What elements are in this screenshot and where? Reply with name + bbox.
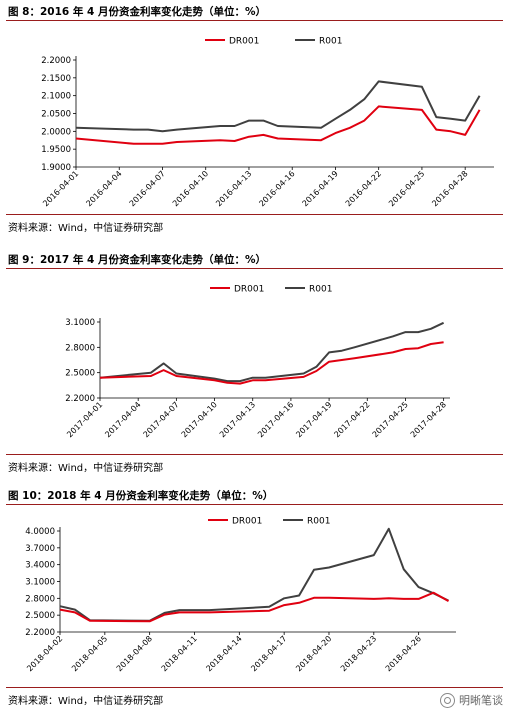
figure-title: 图 9：2017 年 4 月份资金利率变化走势（单位：%） (8, 252, 266, 267)
figure-title: 图 10：2018 年 4 月份资金利率变化走势（单位：%） (8, 488, 273, 503)
legend-label-r001: R001 (307, 517, 330, 527)
y-tick-label: 1.9500 (41, 145, 71, 155)
y-tick-label: 2.2000 (25, 628, 55, 638)
x-tick-label: 2017-04-28 (409, 400, 448, 439)
y-tick-label: 4.0000 (25, 527, 55, 537)
chart-panel-2018: 图 10：2018 年 4 月份资金利率变化走势（单位：%） DR001 R001… (0, 484, 509, 714)
y-tick-label: 3.1000 (25, 578, 55, 588)
x-tick-label: 2016-04-19 (301, 169, 340, 208)
x-tick-label: 2018-04-20 (294, 634, 333, 673)
x-tick-label: 2016-04-01 (41, 169, 80, 208)
wechat-icon (440, 693, 455, 708)
x-tick-label: 2017-04-10 (180, 400, 219, 439)
source-rule (6, 214, 503, 215)
legend-label-dr001: DR001 (234, 285, 264, 295)
x-tick-label: 2017-04-04 (103, 400, 142, 439)
title-rule (6, 268, 503, 269)
x-tick-label: 2018-04-17 (249, 634, 288, 673)
line-chart: DR001 R001 1.9000 1.9500 2.0000 2.0500 2.1000 2… (0, 22, 509, 222)
x-tick-label: 2017-04-19 (294, 400, 333, 439)
x-tick-label: 2016-04-16 (257, 169, 296, 208)
y-tick-label: 3.7000 (25, 544, 55, 554)
y-tick-label: 2.5000 (65, 369, 95, 379)
source-note: 资料来源：Wind，中信证券研究部 (8, 219, 163, 234)
x-tick-label: 2017-04-16 (256, 400, 295, 439)
x-tick-label: 2018-04-05 (70, 634, 109, 673)
y-tick-label: 2.5000 (25, 611, 55, 621)
title-rule (6, 20, 503, 21)
watermark-text: 明晰笔谈 (459, 692, 503, 708)
y-tick-label: 2.8000 (65, 343, 95, 353)
x-tick-label: 2016-04-10 (171, 169, 210, 208)
source-note: 资料来源：Wind，中信证券研究部 (8, 692, 163, 707)
legend-label-r001: R001 (309, 285, 332, 295)
y-tick-label: 3.1000 (65, 318, 95, 328)
y-tick-label: 2.2000 (41, 56, 71, 66)
x-tick-label: 2017-04-01 (65, 400, 104, 439)
y-tick-label: 2.0500 (41, 110, 71, 120)
x-tick-label: 2018-04-08 (115, 634, 154, 673)
watermark: 明晰笔谈 (440, 692, 503, 708)
x-tick-label: 2018-04-23 (339, 634, 378, 673)
legend-label-r001: R001 (319, 37, 342, 47)
source-note: 资料来源：Wind，中信证券研究部 (8, 459, 163, 474)
y-tick-label: 2.1000 (41, 92, 71, 102)
x-tick-label: 2016-04-04 (84, 169, 123, 208)
y-tick-label: 3.4000 (25, 561, 55, 571)
legend-label-dr001: DR001 (229, 37, 259, 47)
y-tick-label: 2.0000 (41, 127, 71, 137)
x-tick-label: 2017-04-13 (218, 400, 257, 439)
title-rule (6, 504, 503, 505)
source-rule (6, 687, 503, 688)
y-tick-label: 1.9000 (41, 163, 71, 173)
series-line-r001 (76, 81, 480, 131)
x-tick-label: 2017-04-25 (371, 400, 410, 439)
legend-label-dr001: DR001 (232, 517, 262, 527)
x-tick-label: 2017-04-22 (332, 400, 371, 439)
y-tick-label: 2.1500 (41, 74, 71, 84)
x-tick-label: 2016-04-28 (430, 169, 469, 208)
x-tick-label: 2018-04-14 (204, 634, 243, 673)
figure-title: 图 8：2016 年 4 月份资金利率变化走势（单位：%） (8, 4, 266, 19)
x-tick-label: 2016-04-22 (344, 169, 383, 208)
line-chart: DR001 R001 2.2000 2.5000 2.8000 3.1000 2017-04… (0, 270, 509, 465)
chart-panel-2016: 图 8：2016 年 4 月份资金利率变化走势（单位：%） DR001 R001 1… (0, 0, 509, 240)
x-tick-label: 2018-04-02 (25, 634, 64, 673)
line-chart: DR001 R001 2.2000 2.5000 2.8000 3.1000 3.4000 3… (0, 506, 509, 691)
x-tick-label: 2017-04-07 (142, 400, 181, 439)
chart-panel-2017: 图 9：2017 年 4 月份资金利率变化走势（单位：%） DR001 R001 2… (0, 248, 509, 488)
y-tick-label: 2.2000 (65, 394, 95, 404)
x-tick-label: 2018-04-11 (160, 634, 199, 673)
x-tick-label: 2016-04-07 (128, 169, 167, 208)
x-tick-label: 2016-04-25 (387, 169, 426, 208)
x-tick-label: 2016-04-13 (214, 169, 253, 208)
y-tick-label: 2.8000 (25, 594, 55, 604)
source-rule (6, 454, 503, 455)
x-tick-label: 2018-04-26 (384, 634, 423, 673)
series-line-r001 (60, 529, 449, 621)
